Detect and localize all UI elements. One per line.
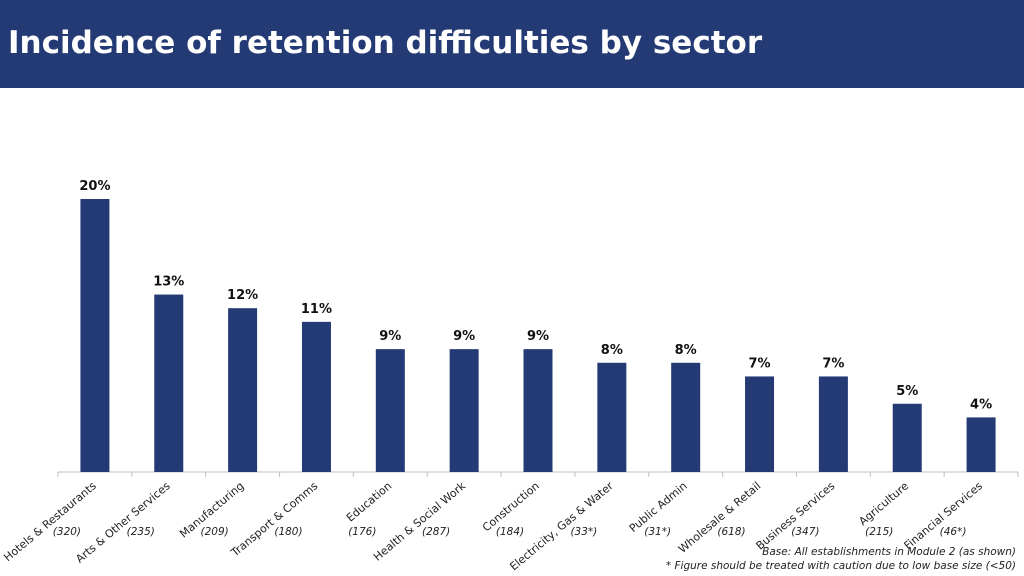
data-label: 12%: [227, 288, 258, 303]
bar: [966, 417, 996, 472]
bar: [80, 199, 110, 472]
base-size-label: (215): [865, 526, 893, 538]
base-size-label: (180): [274, 526, 302, 538]
category-label: Wholesale & Retail: [676, 479, 764, 555]
base-size-label: (31*): [644, 526, 671, 538]
bar: [892, 403, 922, 472]
data-label: 20%: [79, 179, 110, 194]
base-size-label: (287): [422, 526, 450, 538]
base-size-label: (176): [348, 526, 376, 538]
bar: [671, 362, 701, 472]
category-label: Agriculture: [856, 479, 911, 528]
data-label: 5%: [896, 384, 918, 399]
base-size-label: (347): [791, 526, 819, 538]
bar: [228, 308, 258, 472]
base-size-label: (33*): [570, 526, 597, 538]
caution-footnote: * Figure should be treated with caution …: [665, 560, 1016, 572]
data-label: 9%: [453, 329, 475, 344]
data-label: 13%: [153, 275, 184, 290]
data-label: 11%: [301, 302, 332, 317]
data-label: 9%: [527, 329, 549, 344]
data-label: 8%: [675, 343, 697, 358]
bar: [818, 376, 848, 472]
base-size-label: (320): [53, 526, 81, 538]
bar: [301, 321, 331, 472]
category-label: Financial Services: [902, 479, 986, 552]
base-size-label: (618): [717, 526, 745, 538]
base-size-label: (235): [127, 526, 155, 538]
bar: [523, 349, 553, 472]
category-label: Business Services: [754, 479, 838, 552]
category-label: Education: [344, 479, 394, 524]
bar: [597, 362, 627, 472]
data-label: 9%: [379, 329, 401, 344]
page-title: Incidence of retention difficulties by s…: [8, 25, 763, 61]
title-banner: Incidence of retention difficulties by s…: [0, 0, 1024, 88]
base-size-label: (209): [200, 526, 228, 538]
base-footnote: Base: All establishments in Module 2 (as…: [762, 546, 1016, 558]
data-label: 8%: [601, 343, 623, 358]
data-label: 7%: [822, 356, 844, 371]
base-size-label: (184): [496, 526, 524, 538]
bar: [375, 349, 405, 472]
bar: [745, 376, 775, 472]
bar: [154, 294, 184, 472]
data-label: 7%: [748, 356, 770, 371]
base-size-label: (46*): [940, 526, 967, 538]
bar: [449, 349, 479, 472]
data-label: 4%: [970, 397, 992, 412]
